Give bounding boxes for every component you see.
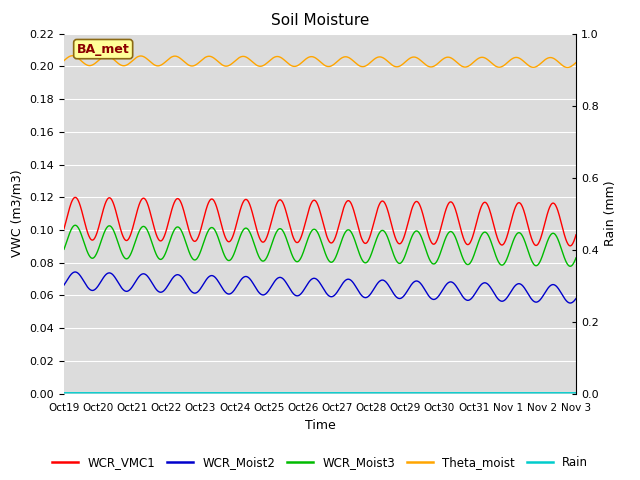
WCR_Moist2	[467, 297, 474, 302]
Line: WCR_Moist3: WCR_Moist3	[64, 225, 576, 266]
WCR_Moist2	[162, 286, 170, 291]
Rain	[60, 390, 68, 396]
WCR_Moist3	[511, 233, 519, 239]
Theta_moist	[511, 55, 519, 60]
Rain	[174, 390, 182, 396]
WCR_VMC1	[511, 204, 519, 210]
WCR_VMC1	[174, 196, 182, 202]
Text: BA_met: BA_met	[77, 43, 129, 56]
Theta_moist	[162, 59, 170, 64]
WCR_Moist2	[572, 296, 580, 301]
WCR_Moist3	[60, 246, 68, 252]
WCR_Moist3	[467, 260, 474, 266]
WCR_VMC1	[72, 194, 79, 200]
Rain	[511, 390, 519, 396]
WCR_Moist3	[72, 222, 79, 228]
WCR_Moist3	[399, 256, 407, 262]
WCR_Moist2	[232, 286, 239, 291]
Theta_moist	[399, 60, 407, 66]
WCR_Moist2	[511, 283, 519, 288]
WCR_Moist3	[572, 255, 580, 261]
Rain	[572, 390, 580, 396]
WCR_Moist2	[399, 293, 407, 299]
Theta_moist	[68, 53, 76, 59]
WCR_Moist3	[162, 250, 170, 255]
Theta_moist	[564, 64, 572, 70]
WCR_Moist3	[232, 247, 239, 253]
WCR_VMC1	[572, 232, 580, 238]
WCR_Moist2	[71, 269, 79, 275]
Theta_moist	[467, 62, 474, 68]
WCR_Moist2	[60, 282, 68, 288]
Theta_moist	[232, 58, 239, 63]
WCR_Moist3	[566, 264, 574, 269]
WCR_VMC1	[467, 240, 474, 245]
Y-axis label: Rain (mm): Rain (mm)	[604, 181, 617, 246]
Theta_moist	[174, 54, 182, 60]
WCR_VMC1	[60, 226, 68, 231]
Rain	[399, 390, 407, 396]
Rain	[466, 390, 474, 396]
X-axis label: Time: Time	[305, 419, 335, 432]
WCR_Moist2	[174, 272, 182, 277]
Theta_moist	[572, 60, 580, 65]
Line: WCR_Moist2: WCR_Moist2	[64, 272, 576, 303]
Line: WCR_VMC1: WCR_VMC1	[64, 197, 576, 246]
WCR_Moist3	[174, 224, 182, 230]
Rain	[161, 390, 169, 396]
WCR_VMC1	[162, 229, 170, 235]
WCR_Moist2	[566, 300, 574, 306]
Rain	[231, 390, 239, 396]
Title: Soil Moisture: Soil Moisture	[271, 13, 369, 28]
Legend: WCR_VMC1, WCR_Moist2, WCR_Moist3, Theta_moist, Rain: WCR_VMC1, WCR_Moist2, WCR_Moist3, Theta_…	[47, 452, 593, 474]
WCR_VMC1	[399, 236, 407, 241]
WCR_VMC1	[232, 225, 239, 231]
Theta_moist	[60, 58, 68, 63]
Y-axis label: VWC (m3/m3): VWC (m3/m3)	[11, 170, 24, 257]
WCR_VMC1	[566, 243, 574, 249]
Line: Theta_moist: Theta_moist	[64, 56, 576, 67]
